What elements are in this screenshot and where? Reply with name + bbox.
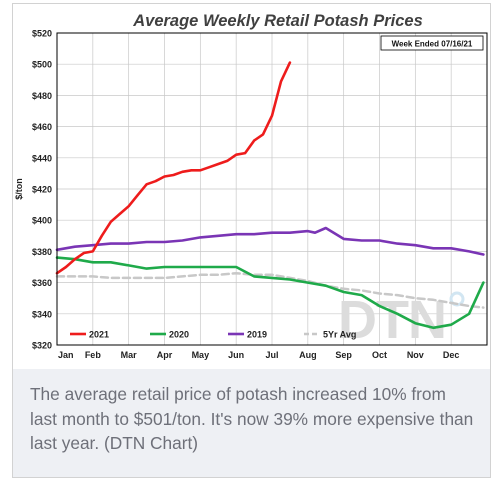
annotation-text: Week Ended 07/16/21 bbox=[392, 40, 473, 49]
x-tick-label: Jun bbox=[228, 350, 244, 360]
y-tick-label: $440 bbox=[32, 153, 52, 163]
x-axis-tick-labels: Jan Feb Mar Apr May Jun Jul Aug Sep Oct Nov Dec bbox=[58, 350, 459, 360]
x-tick-label: Jul bbox=[265, 350, 278, 360]
y-tick-label: $360 bbox=[32, 278, 52, 288]
series-line-2019 bbox=[55, 226, 485, 256]
legend-label: 2019 bbox=[247, 329, 267, 339]
caption-box: The average retail price of potash incre… bbox=[13, 369, 490, 477]
y-tick-label: $460 bbox=[32, 122, 52, 132]
series-line-5yr-avg bbox=[55, 271, 485, 309]
x-tick-label: Mar bbox=[121, 350, 138, 360]
y-axis-tick-labels: $320 $340 $360 $380 $400 $420 $440 $460 $480 $500… bbox=[32, 29, 52, 351]
plot-border bbox=[56, 32, 488, 346]
potash-price-chart: Average Weekly Retail Potash Prices $320… bbox=[14, 12, 488, 360]
gridlines bbox=[57, 33, 487, 345]
y-tick-label: $380 bbox=[32, 247, 52, 257]
y-tick-label: $480 bbox=[32, 91, 52, 101]
legend: 2021 2020 2019 5Yr Avg bbox=[70, 329, 356, 339]
x-tick-label: May bbox=[192, 350, 210, 360]
x-tick-label: Sep bbox=[335, 350, 352, 360]
legend-label: 2021 bbox=[89, 329, 109, 339]
x-tick-label: Jan bbox=[58, 350, 74, 360]
chart-title: Average Weekly Retail Potash Prices bbox=[132, 12, 423, 30]
annotation-box: Week Ended 07/16/21 bbox=[380, 35, 484, 51]
x-tick-label: Nov bbox=[407, 350, 424, 360]
y-tick-label: $320 bbox=[32, 341, 52, 351]
x-tick-label: Feb bbox=[85, 350, 102, 360]
y-tick-label: $420 bbox=[32, 185, 52, 195]
series-lines bbox=[55, 61, 485, 330]
y-tick-label: $500 bbox=[32, 60, 52, 70]
y-tick-label: $340 bbox=[32, 309, 52, 319]
x-tick-label: Dec bbox=[443, 350, 460, 360]
y-tick-label: $520 bbox=[32, 29, 52, 39]
series-line-2020 bbox=[55, 256, 485, 330]
x-tick-label: Aug bbox=[299, 350, 317, 360]
x-tick-label: Oct bbox=[372, 350, 387, 360]
legend-label: 5Yr Avg bbox=[323, 329, 356, 339]
y-axis-label: $/ton bbox=[14, 178, 24, 200]
y-tick-label: $400 bbox=[32, 216, 52, 226]
legend-label: 2020 bbox=[169, 329, 189, 339]
series-line-2021 bbox=[55, 61, 292, 275]
caption-text: The average retail price of potash incre… bbox=[30, 384, 474, 453]
x-tick-label: Apr bbox=[157, 350, 173, 360]
